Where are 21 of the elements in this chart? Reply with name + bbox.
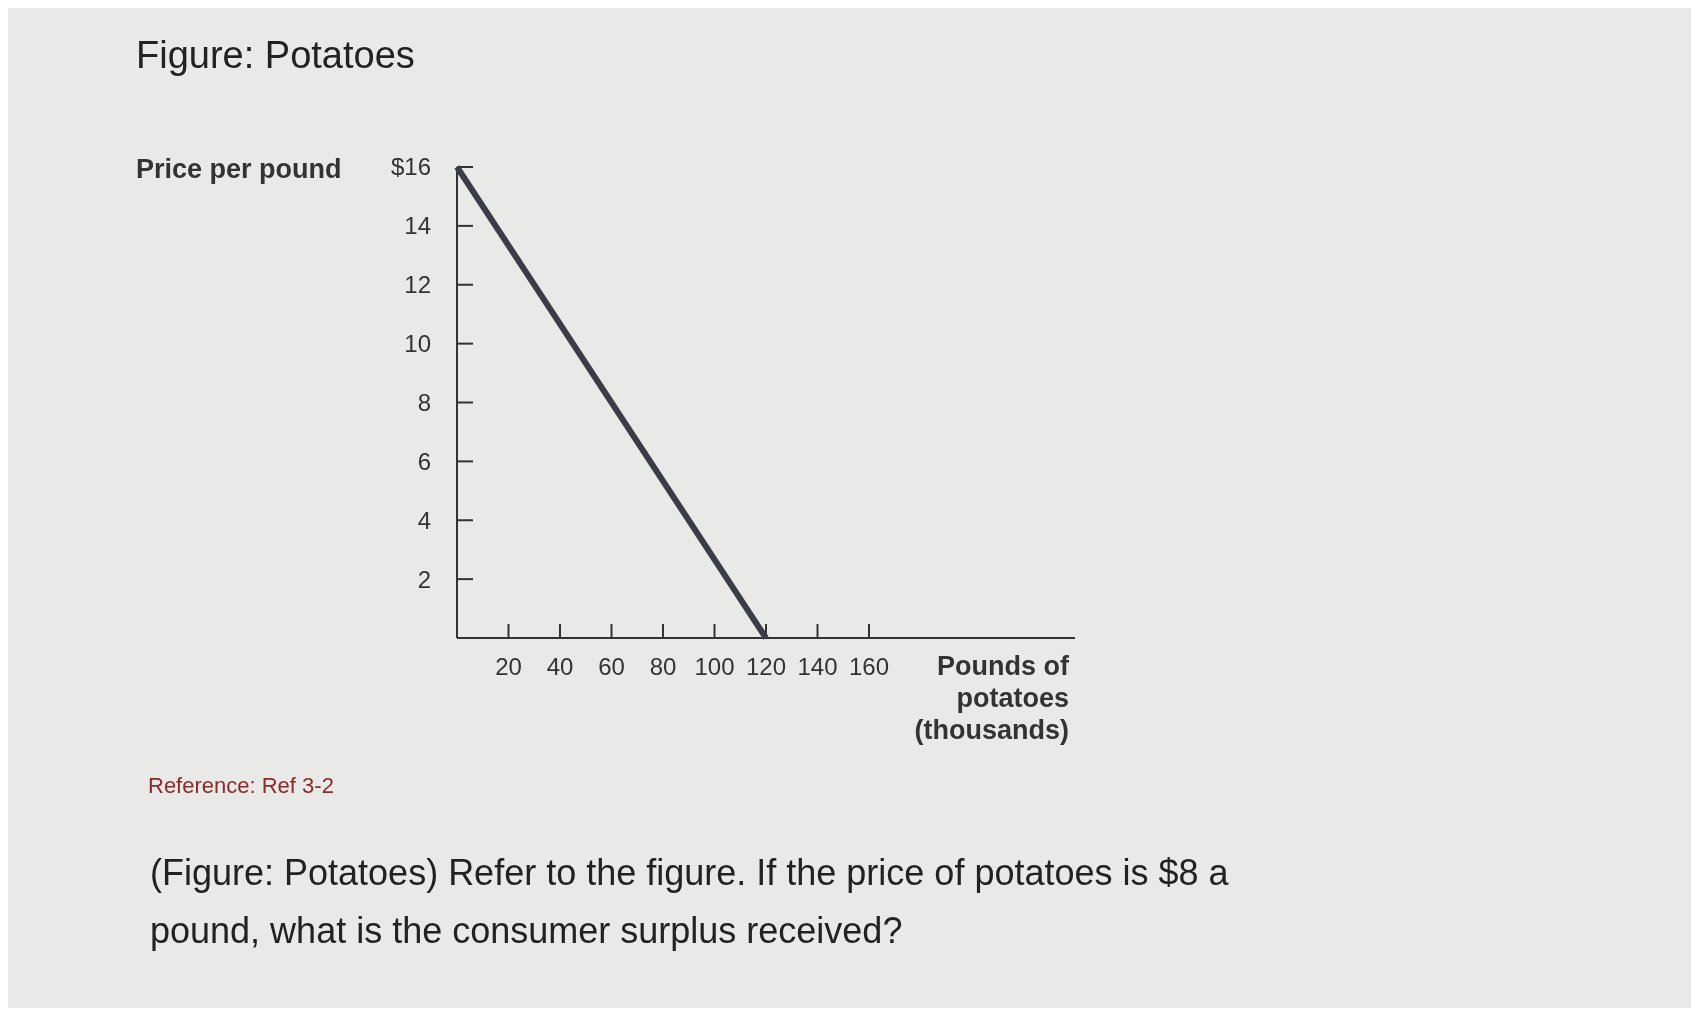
y-tick-label: 10: [404, 330, 431, 358]
y-tick-label: 8: [417, 388, 431, 416]
x-tick-label: 80: [649, 653, 677, 680]
x-tick-label: 120: [745, 653, 787, 680]
x-axis-title: Pounds of potatoes (thousands): [914, 651, 1071, 745]
y-tick-label: 14: [404, 212, 431, 240]
x-tick-label: 60: [598, 653, 625, 680]
chart-title: Figure: Potatoes: [136, 34, 415, 76]
text: Reference: Ref 3-2: [148, 773, 334, 798]
x-tick-label: 160: [848, 653, 890, 680]
y-axis-title: Price per pound: [136, 154, 342, 185]
text: (Figure: Potatoes) Refer to the figure. If the price of potatoes is $8 a pound, what is the consumer surplus received?: [150, 852, 1230, 951]
y-tick-label: $16: [390, 153, 431, 181]
x-tick-label: 140: [797, 653, 838, 680]
y-tick-label: 12: [404, 271, 431, 299]
y-tick-label: 6: [417, 447, 431, 475]
x-tick-label: 40: [546, 653, 574, 680]
x-tick-label: 100: [694, 653, 735, 680]
y-tick-label: 4: [417, 506, 431, 534]
y-tick-label: 2: [417, 565, 431, 593]
x-tick-label: 20: [495, 653, 522, 680]
